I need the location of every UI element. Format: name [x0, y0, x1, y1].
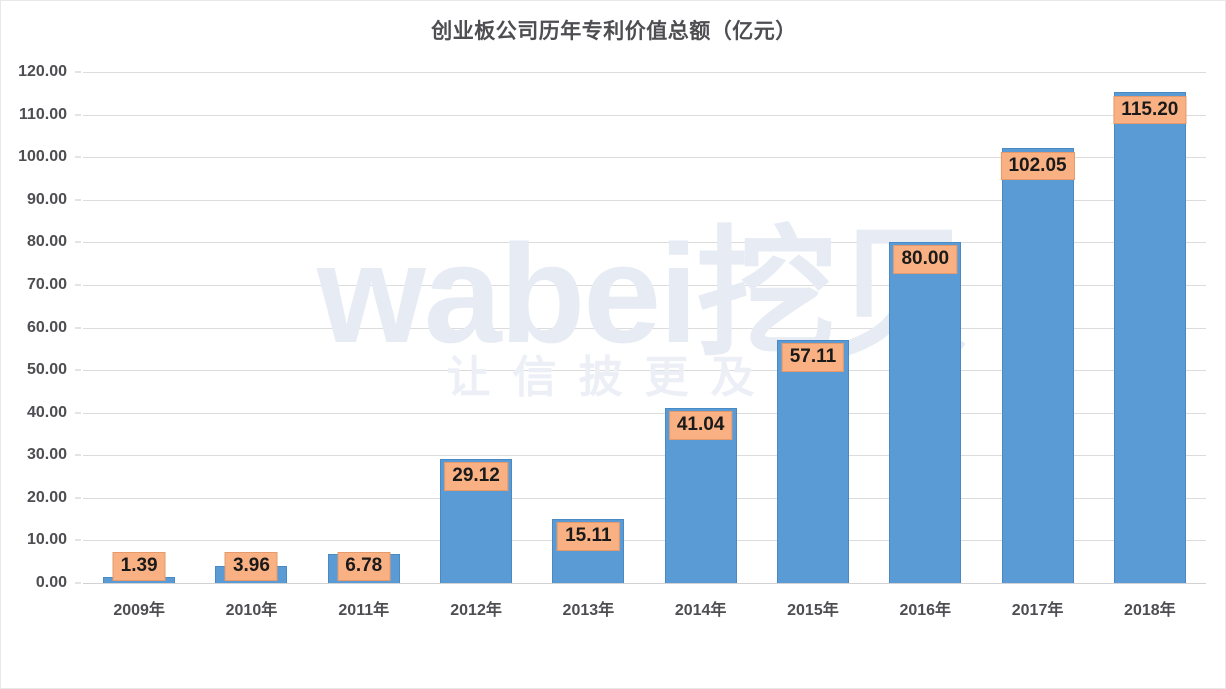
gridline [83, 157, 1206, 159]
gridline [83, 114, 1206, 116]
x-axis-tick-label: 2014年 [674, 602, 727, 619]
x-axis-tick-label: 2017年 [1011, 602, 1064, 619]
bar-group[interactable]: 102.05 [1000, 72, 1075, 583]
y-axis-tick-label: 60.00 [26, 318, 67, 336]
bar-group[interactable]: 115.20 [1113, 72, 1187, 583]
y-axis: 120.00 110.00 100.00 90.00 80.00 70.00 60.00 50… [1, 63, 81, 591]
bar-value-label: 29.12 [444, 462, 508, 491]
gridline [83, 455, 1206, 457]
bar-value-label: 3.96 [224, 552, 278, 581]
bar-value-label: 57.11 [781, 342, 845, 372]
bar-value-label: 15.11 [557, 521, 620, 551]
bar-group[interactable]: 15.11 [552, 72, 625, 583]
gridline [83, 72, 1206, 73]
bar-value-label: 41.04 [668, 411, 733, 441]
y-axis-tick-label: 0.00 [35, 574, 67, 591]
y-axis-tick-mark [75, 369, 81, 371]
y-axis-tick-label: 50.00 [26, 361, 67, 379]
x-axis-tick-label: 2013年 [562, 602, 615, 619]
bar[interactable] [776, 339, 849, 583]
y-axis-tick-mark [75, 114, 81, 116]
y-axis-tick-mark [75, 284, 81, 286]
bar-group[interactable]: 29.12 [440, 72, 513, 583]
y-axis-tick-label: 120.00 [18, 63, 67, 80]
chart-title: 创业板公司历年专利价值总额（亿元） [431, 20, 797, 43]
gridline [83, 540, 1206, 542]
x-axis-tick-label: 2012年 [450, 602, 502, 619]
y-axis-tick-label: 90.00 [26, 190, 67, 208]
bar-group[interactable]: 6.78 [327, 72, 400, 583]
bar[interactable] [889, 242, 962, 583]
y-axis-tick-mark [75, 156, 81, 158]
gridline [83, 327, 1206, 329]
x-axis: 2009年 2010年 2011年 2012年 2013年 2014年 2015年 2016年… [83, 583, 1206, 623]
gridline [83, 583, 1206, 584]
gridline [83, 199, 1206, 201]
y-axis-tick-mark [75, 582, 81, 584]
bar-value-label: 102.05 [1000, 151, 1075, 181]
y-axis-tick-mark [75, 412, 81, 414]
x-axis-tick-label: 2009年 [113, 602, 165, 619]
y-axis-tick-mark [75, 199, 81, 201]
bar-value-label: 1.39 [112, 552, 166, 581]
gridline [83, 284, 1206, 286]
bar-value-label: 6.78 [337, 552, 391, 581]
plot-area [83, 72, 1206, 584]
x-axis-tick-label: 2016年 [899, 602, 952, 619]
bar-value-label: 80.00 [893, 245, 958, 275]
bar[interactable] [1001, 148, 1074, 583]
y-axis-tick-mark [75, 497, 81, 499]
y-axis-tick-mark [75, 71, 81, 73]
bar-group[interactable]: 1.39 [103, 72, 176, 583]
bar-group[interactable]: 3.96 [215, 72, 288, 583]
bar-group[interactable]: 57.11 [776, 72, 849, 583]
y-axis-tick-label: 70.00 [26, 275, 67, 293]
x-axis-tick-label: 2011年 [338, 602, 390, 619]
y-axis-tick-mark [75, 327, 81, 328]
x-axis-tick-label: 2015年 [787, 602, 839, 619]
bar-group[interactable]: 80.00 [889, 72, 962, 583]
y-axis-tick-label: 10.00 [26, 531, 67, 549]
y-axis-tick-label: 20.00 [26, 488, 67, 506]
bar-value-label: 115.20 [1113, 95, 1187, 125]
gridline [83, 370, 1206, 372]
gridline [83, 242, 1206, 244]
x-axis-tick-label: 2010年 [225, 602, 278, 619]
y-axis-tick-label: 80.00 [26, 233, 67, 251]
gridline [83, 497, 1206, 499]
y-axis-tick-label: 110.00 [18, 105, 67, 123]
y-axis-tick-label: 40.00 [26, 403, 67, 421]
y-axis-tick-label: 30.00 [26, 446, 67, 464]
bar[interactable] [1113, 92, 1186, 583]
bar-group[interactable]: 41.04 [664, 72, 737, 583]
y-axis-tick-mark [75, 241, 81, 243]
gridline [83, 412, 1206, 414]
bars-layer: 1.39 3.96 6.78 29.12 15.11 41.04 57.11 80.00 102… [83, 72, 1206, 583]
x-axis-tick-label: 2018年 [1124, 602, 1176, 619]
y-axis-tick-label: 100.00 [18, 148, 67, 166]
y-axis-tick-mark [75, 454, 81, 456]
y-axis-tick-mark [75, 539, 81, 541]
